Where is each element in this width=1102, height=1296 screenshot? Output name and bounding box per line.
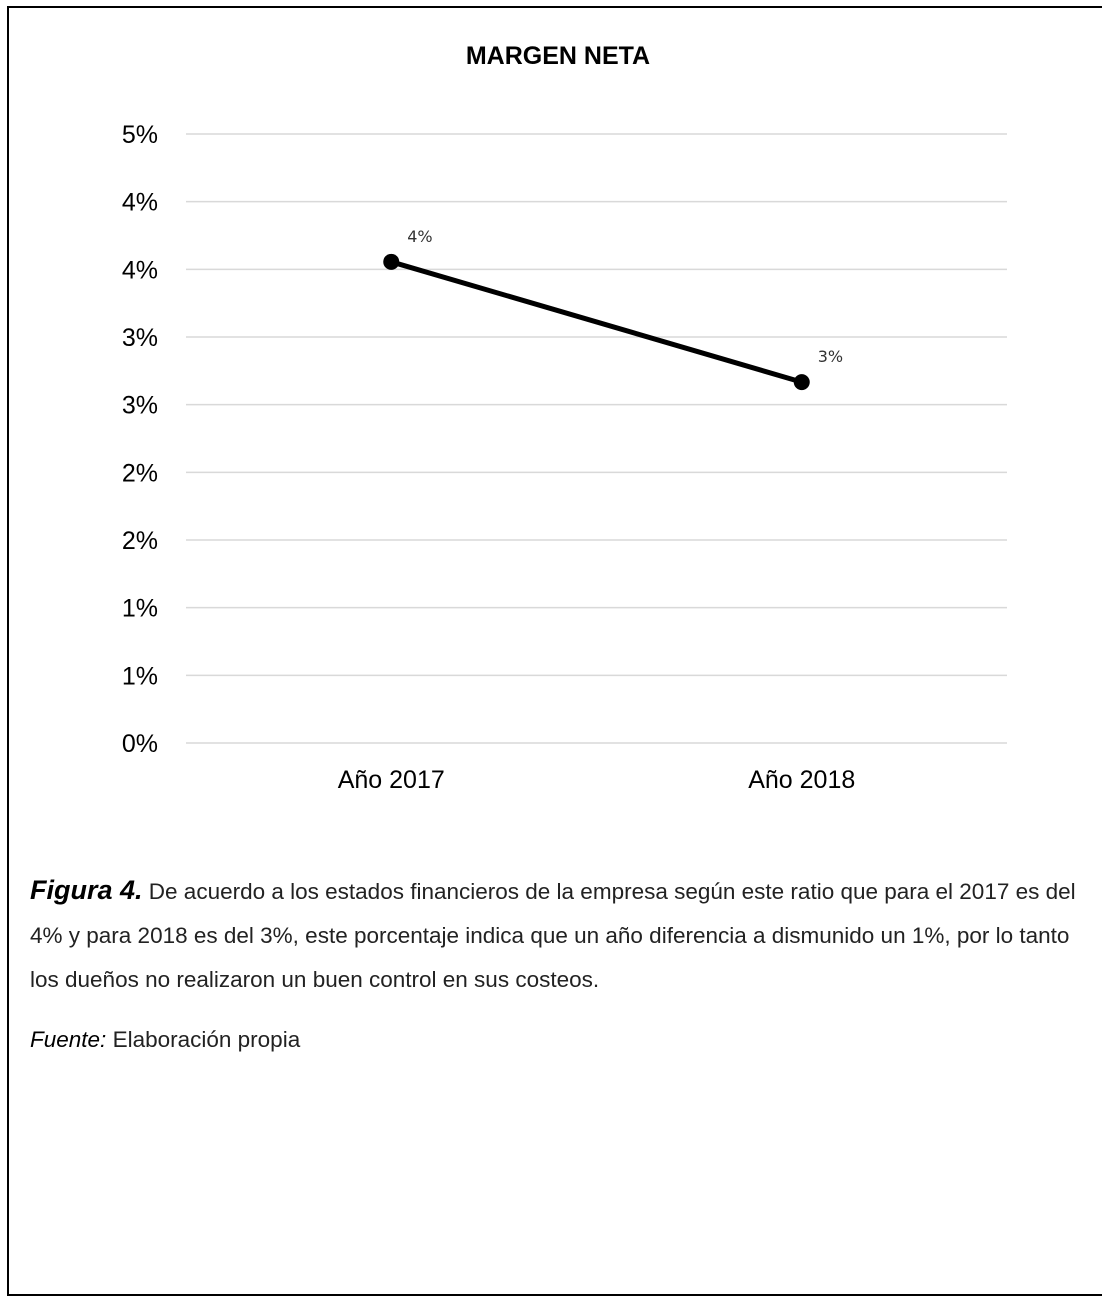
figure-label: Figura 4.	[30, 875, 143, 905]
x-axis-tick-labels: Año 2017 Año 2018	[338, 766, 856, 794]
chart-title: MARGEN NETA	[466, 42, 650, 70]
figure-caption-text: De acuerdo a los estados financieros de …	[30, 879, 1076, 992]
y-tick-label: 5%	[122, 121, 158, 149]
series-line	[390, 259, 803, 385]
y-axis-tick-labels: 0% 1% 1% 2% 2% 3% 3% 4% 4% 5%	[122, 121, 158, 758]
source-label: Fuente:	[30, 1027, 107, 1052]
data-point	[383, 253, 400, 270]
source-text: Elaboración propia	[112, 1027, 301, 1052]
figure-source: Fuente: Elaboración propia	[30, 1018, 300, 1062]
x-tick-label: Año 2018	[748, 766, 855, 794]
y-tick-label: 3%	[122, 324, 158, 352]
y-tick-label: 0%	[122, 730, 158, 758]
figure-caption: Figura 4. De acuerdo a los estados finan…	[30, 868, 1090, 1002]
gridlines	[186, 133, 1007, 744]
y-tick-label: 1%	[122, 662, 158, 690]
y-tick-label: 3%	[122, 392, 158, 420]
y-tick-label: 2%	[122, 459, 158, 487]
y-tick-label: 4%	[122, 256, 158, 284]
line-chart: MARGEN NETA 0% 1% 1% 2% 2% 3% 3% 4% 4% 5% Año 201…	[122, 42, 1007, 794]
data-label: 3%	[818, 347, 843, 366]
x-tick-label: Año 2017	[338, 766, 445, 794]
y-tick-label: 4%	[122, 189, 158, 217]
y-tick-label: 2%	[122, 527, 158, 555]
series-line-group: 4% 3%	[383, 227, 843, 391]
data-point	[793, 374, 810, 391]
data-label: 4%	[407, 227, 432, 246]
y-tick-label: 1%	[122, 595, 158, 623]
